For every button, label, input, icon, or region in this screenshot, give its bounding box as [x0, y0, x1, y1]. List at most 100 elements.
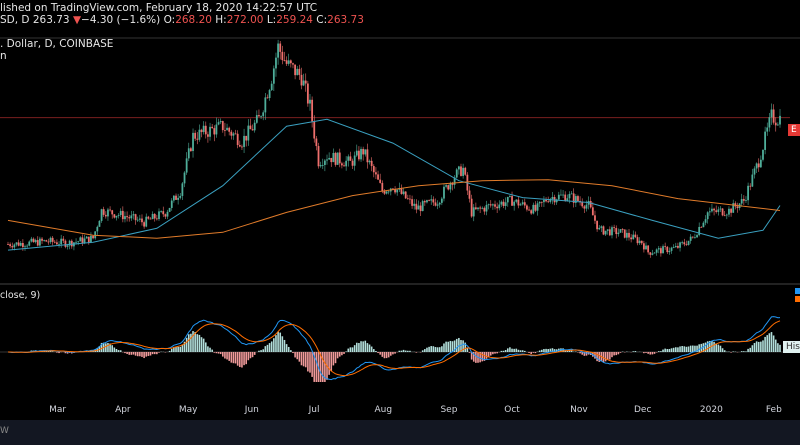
candle-body — [455, 169, 458, 178]
macd-hist-bar — [328, 352, 330, 375]
candle-body — [104, 214, 107, 217]
candle-body — [591, 207, 594, 216]
macd-hist-bar — [534, 352, 537, 354]
macd-hist-bar — [136, 352, 139, 357]
candle-body — [589, 200, 592, 208]
macd-hist-bar — [579, 352, 581, 354]
macd-hist-bar — [143, 352, 145, 359]
macd-hist-bar — [268, 343, 271, 352]
x-tick-label: Nov — [570, 405, 588, 415]
macd-hist-bar — [719, 345, 722, 352]
macd-hist-bar — [241, 352, 243, 368]
candle-body — [181, 183, 184, 196]
candle-body — [381, 182, 384, 191]
macd-hist-bar — [753, 343, 756, 352]
macd-hist-bar — [375, 350, 377, 352]
candle-body — [719, 208, 722, 210]
candle-body — [87, 236, 90, 243]
candle-body — [211, 126, 214, 129]
candle-body — [443, 186, 445, 199]
macd-hist-bar — [768, 333, 771, 352]
candle-body — [749, 185, 752, 187]
candle-body — [245, 135, 248, 141]
candle-body — [585, 204, 588, 209]
candle-body — [402, 191, 405, 194]
candle-body — [683, 242, 686, 245]
macd-hist-bar — [730, 352, 732, 353]
macd-hist-bar — [500, 350, 503, 352]
macd-hist-bar — [674, 347, 677, 352]
candle-body — [623, 229, 626, 238]
macd-hist-bar — [651, 352, 654, 355]
candle-body — [102, 209, 105, 215]
candle-body — [392, 188, 394, 190]
candle-body — [77, 241, 80, 243]
candle-body — [762, 149, 764, 160]
macd-hist-bar — [647, 352, 649, 354]
candle-body — [262, 112, 265, 117]
candle-body — [687, 240, 690, 245]
macd-hist-bar — [481, 352, 484, 362]
macd-hist-bar — [313, 352, 316, 382]
macd-hist-bar — [185, 337, 188, 352]
macd-hist-bar — [492, 352, 494, 355]
macd-hist-bar — [300, 352, 303, 366]
x-tick-label: 2020 — [699, 405, 723, 415]
candle-body — [353, 155, 356, 166]
candle-body — [708, 211, 711, 213]
candle-body — [438, 202, 441, 205]
macd-hist-bar — [334, 352, 337, 364]
candle-body — [715, 210, 718, 212]
candle-body — [83, 238, 86, 244]
macd-hist-bar — [532, 352, 535, 353]
macd-hist-bar — [772, 335, 775, 352]
macd-hist-bar — [204, 342, 207, 352]
candle-body — [294, 64, 297, 76]
macd-hist-bar — [604, 352, 607, 362]
macd-hist-bar — [434, 347, 437, 352]
candle-body — [26, 245, 29, 247]
candle-body — [215, 124, 218, 135]
candle-body — [232, 133, 235, 136]
macd-hist-bar — [487, 352, 490, 357]
macd-hist-bar — [721, 348, 724, 352]
macd-hist-bar — [119, 350, 122, 352]
candle-body — [528, 209, 530, 211]
macd-hist-bar — [173, 346, 175, 352]
macd-hist-bar — [455, 338, 458, 352]
macd-hist-bar — [228, 352, 230, 361]
macd-hist-bar — [502, 350, 505, 352]
candle-body — [619, 229, 622, 233]
macd-hist-bar — [662, 349, 664, 352]
macd-hist-bar — [202, 338, 205, 352]
macd-hist-bar — [236, 352, 239, 366]
macd-hist-bar — [330, 352, 333, 372]
candle-body — [126, 216, 128, 218]
high-label: H: — [215, 14, 227, 26]
macd-hist-bar — [409, 350, 411, 352]
candle-body — [13, 244, 16, 248]
candle-body — [185, 158, 188, 173]
ma-fast-line — [7, 118, 781, 251]
macd-hist-bar — [683, 346, 686, 352]
macd-hist-bar — [472, 352, 475, 362]
candle-body — [604, 230, 607, 235]
candle-body — [17, 242, 20, 246]
candle-body — [645, 245, 647, 250]
candle-body — [557, 194, 560, 200]
candle-body — [611, 227, 613, 236]
macd-hist-bar — [266, 344, 269, 352]
candle-body — [287, 60, 290, 64]
macd-hist-bar — [694, 345, 696, 352]
candle-body — [677, 245, 679, 248]
macd-hist-bar — [466, 347, 469, 352]
candle-body — [772, 109, 775, 123]
candle-body — [179, 195, 182, 198]
candle-body — [417, 205, 420, 210]
macd-hist-bar — [245, 352, 247, 365]
macd-hist-bar — [449, 340, 452, 352]
candle-body — [385, 191, 388, 194]
macd-hist-bar — [709, 340, 711, 352]
candle-body — [100, 209, 103, 221]
